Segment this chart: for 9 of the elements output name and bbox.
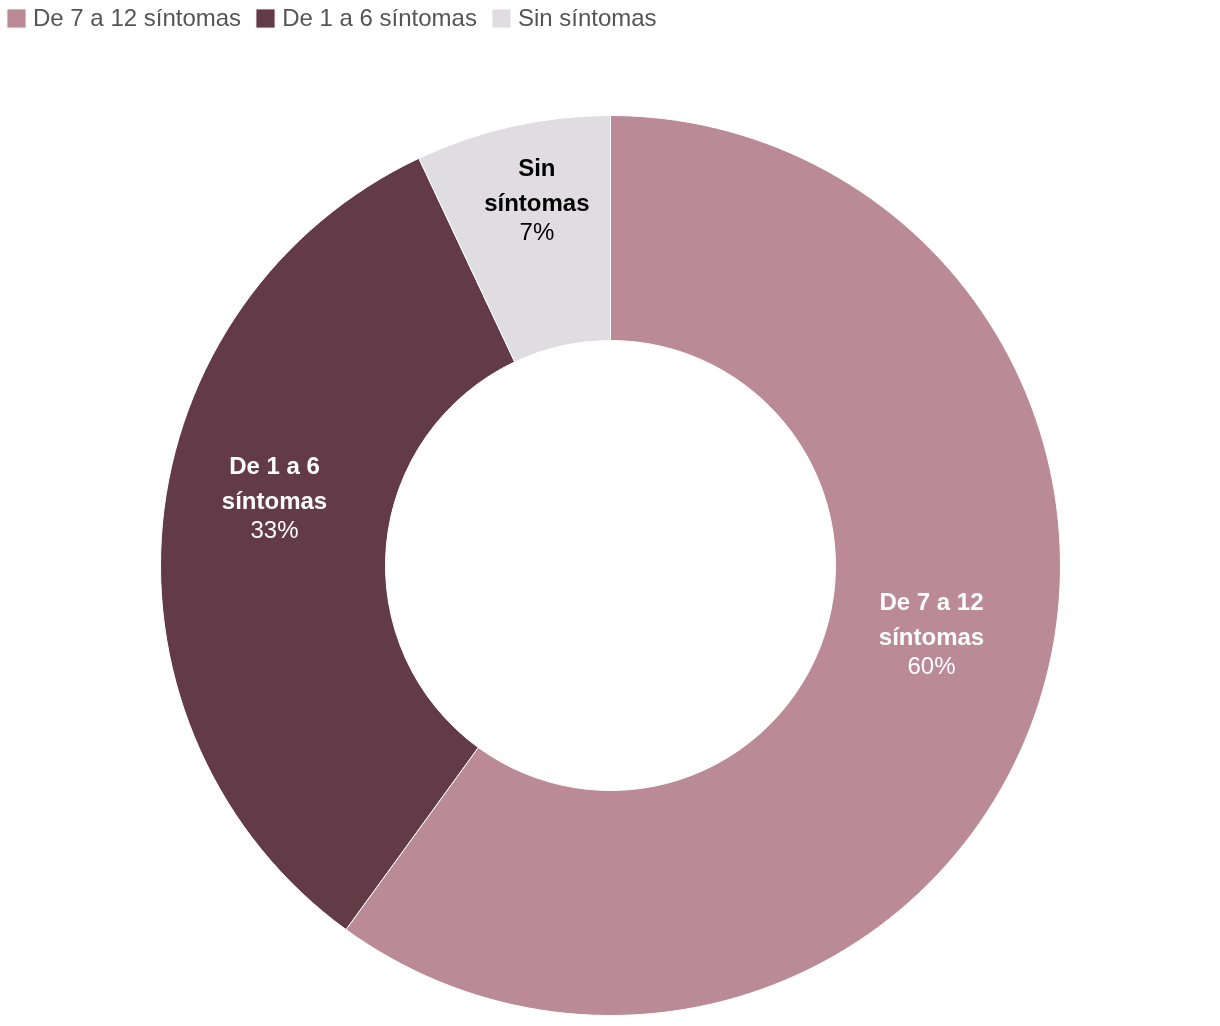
legend-label: De 1 a 6 síntomas	[282, 4, 477, 32]
data-label: 7%	[519, 218, 555, 246]
slice-label: De 7 a 12 síntomas	[878, 587, 985, 650]
data-label: 33%	[250, 515, 299, 543]
slice-label: De 1 a 6 síntomas	[221, 451, 328, 514]
legend-label: Sin síntomas	[517, 4, 657, 32]
data-label: 60%	[907, 651, 956, 679]
slice-label: Sin síntomas	[484, 154, 590, 217]
legend-label: De 7 a 12 síntomas	[33, 4, 242, 32]
